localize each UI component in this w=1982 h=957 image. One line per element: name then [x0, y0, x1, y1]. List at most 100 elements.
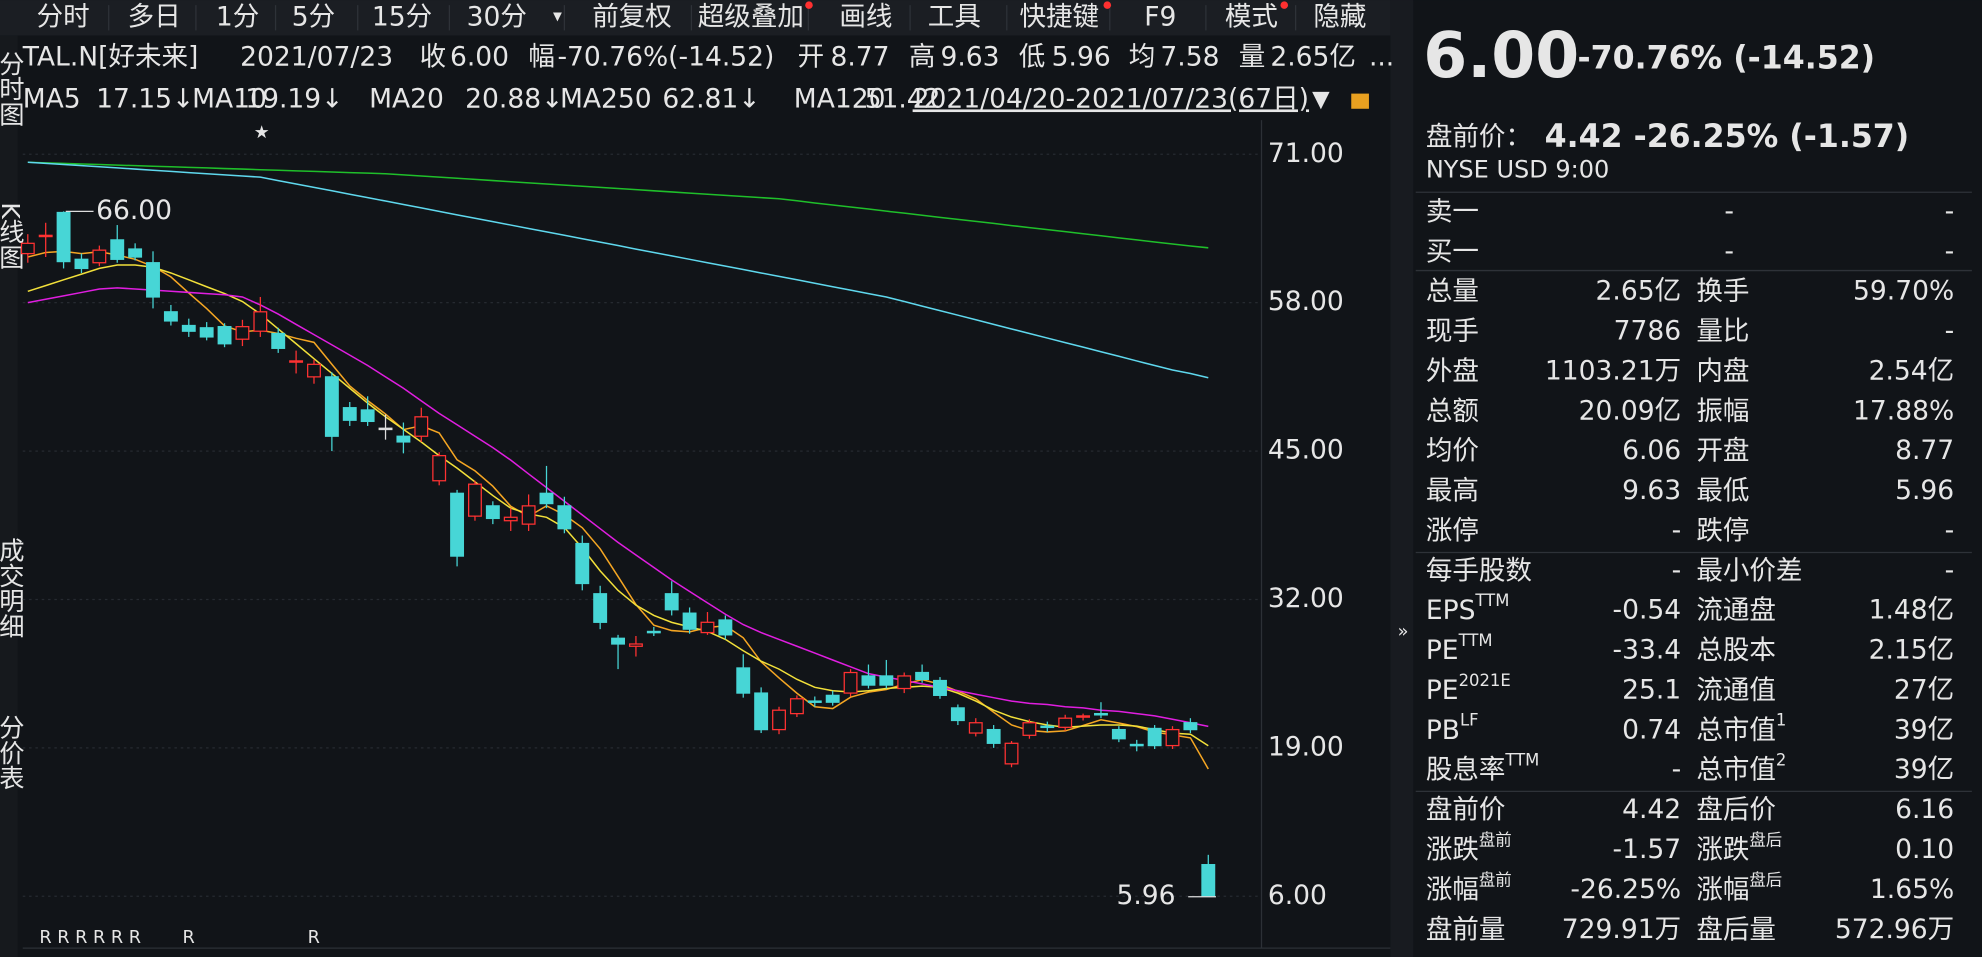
field-label: 盘后量: [1696, 914, 1776, 945]
toolbar-button[interactable]: 分时: [37, 1, 90, 32]
candle-body: [843, 671, 858, 694]
ma-line: [27, 287, 1209, 728]
toolbar-button[interactable]: 前复权: [592, 1, 672, 32]
event-marker: R: [129, 928, 141, 948]
candle-body: [1201, 864, 1216, 897]
label-text: 买一: [1426, 236, 1479, 267]
toolbar-button[interactable]: 多日: [128, 1, 181, 32]
label-text: 涨停: [1426, 515, 1479, 546]
side-tab[interactable]: K线图: [0, 202, 25, 269]
field-value: -: [1724, 236, 1734, 267]
toolbar-button[interactable]: 画线: [839, 1, 892, 32]
field-value: 25.1: [1622, 674, 1681, 705]
more-icon[interactable]: ▾: [553, 6, 562, 26]
legend-name: MA5: [23, 83, 81, 114]
candle-body: [360, 409, 375, 423]
candle-body: [146, 262, 160, 298]
lock-icon[interactable]: [1351, 93, 1369, 109]
field-label: 每手股数: [1426, 555, 1532, 586]
candle-body: [342, 407, 357, 421]
candle-body: [289, 360, 304, 363]
candle-body: [950, 707, 965, 722]
field-value: -: [1945, 555, 1955, 586]
candle-body: [235, 326, 250, 340]
label-text: 总市值: [1696, 754, 1776, 785]
legend-value: 51.42: [865, 83, 941, 114]
candle-body: [718, 619, 733, 636]
field-label: 卖一: [1426, 196, 1479, 227]
legend-name: MA120: [794, 83, 886, 114]
info-item: 9.63: [940, 42, 999, 73]
toolbar-button[interactable]: 快捷键: [1019, 1, 1099, 32]
info-item: 开: [798, 42, 825, 73]
label-sup: 盘后: [1749, 830, 1782, 849]
toolbar: [0, 0, 1391, 36]
toolbar-button[interactable]: 1分: [216, 1, 259, 32]
dropdown-icon[interactable]: ▼: [1312, 86, 1330, 112]
field-value: -: [1672, 555, 1682, 586]
field-label: 外盘: [1426, 355, 1479, 386]
field-value: 0.74: [1622, 714, 1681, 745]
field-value: 6.06: [1622, 435, 1681, 466]
candle-body: [879, 675, 894, 686]
candle-body: [217, 326, 232, 345]
side-tab[interactable]: 成交明细: [0, 537, 25, 638]
toolbar-button[interactable]: 工具: [928, 1, 981, 32]
label-text: PE: [1426, 635, 1459, 666]
candle-body: [396, 435, 411, 443]
toolbar-button[interactable]: 30分: [467, 1, 527, 32]
ma-line: [27, 161, 1209, 379]
candle-body: [485, 505, 500, 520]
field-value: -: [1945, 236, 1955, 267]
label-sup: 盘后: [1749, 870, 1782, 889]
side-tab[interactable]: 分价表: [0, 714, 25, 790]
field-value: -26.25%: [1570, 874, 1681, 905]
label-text: 内盘: [1696, 355, 1749, 386]
field-label: 买一: [1426, 236, 1479, 267]
field-label: EPSTTM: [1426, 591, 1510, 626]
label-sup: TTM: [1474, 591, 1509, 610]
label-text: 股息率: [1426, 754, 1506, 785]
field-value: 17.88%: [1853, 395, 1954, 426]
field-label: 量比: [1696, 316, 1749, 347]
label-text: 外盘: [1426, 355, 1479, 386]
field-value: 2.65亿: [1596, 276, 1682, 307]
side-tab[interactable]: 分时图: [0, 51, 25, 127]
range-label[interactable]: 2021/04/20-2021/07/23(67日): [913, 83, 1309, 114]
premarket-quote: 4.42 -26.25% (-1.57): [1545, 119, 1910, 155]
label-text: 量比: [1696, 316, 1749, 347]
label-text: 最高: [1426, 475, 1479, 506]
toolbar-button[interactable]: 15分: [372, 1, 432, 32]
toolbar-button[interactable]: F9: [1144, 1, 1176, 32]
field-label: 流通值: [1696, 674, 1776, 705]
candle-body: [772, 709, 786, 731]
field-value: 39亿: [1894, 754, 1954, 785]
label-sup: 1: [1776, 710, 1786, 729]
collapse-arrow[interactable]: »: [1398, 622, 1409, 642]
candle-body: [163, 311, 178, 322]
info-item: 2021/07/23: [240, 42, 393, 73]
candle-body: [1094, 712, 1108, 716]
field-label: 涨跌盘后: [1696, 830, 1782, 865]
label-sup: TTM: [1504, 750, 1539, 769]
toolbar-button[interactable]: 超级叠加: [698, 1, 804, 32]
label-text: 流通盘: [1696, 595, 1776, 626]
toolbar-button[interactable]: 5分: [292, 1, 335, 32]
candle-body: [1022, 722, 1037, 736]
field-value: 572.96万: [1835, 914, 1954, 945]
field-label: 跌停: [1696, 515, 1749, 546]
field-value: 27亿: [1894, 674, 1954, 705]
candle-body: [20, 242, 35, 255]
field-label: 内盘: [1696, 355, 1749, 386]
toolbar-button[interactable]: 隐藏: [1313, 1, 1366, 32]
candle-body: [754, 692, 769, 731]
info-item: ...: [1369, 42, 1394, 73]
toolbar-button[interactable]: 模式: [1225, 1, 1278, 32]
info-item: 均: [1129, 42, 1156, 73]
candle-body: [664, 593, 679, 611]
field-value: 4.42: [1622, 794, 1681, 825]
candle-body: [1147, 727, 1162, 747]
notice-dot: [1103, 1, 1112, 9]
